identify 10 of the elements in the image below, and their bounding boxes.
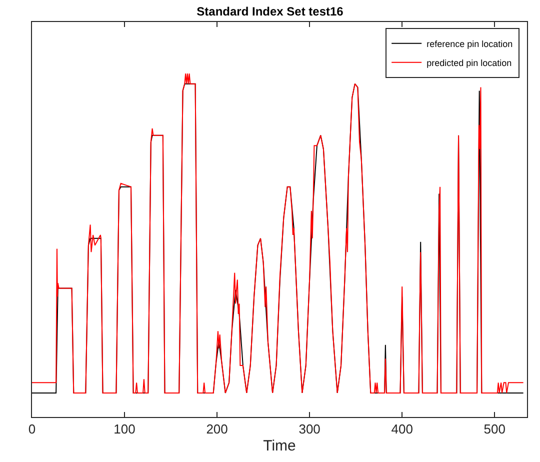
legend-label: predicted pin location [426, 58, 512, 68]
x-tick-label: 200 [206, 422, 228, 437]
x-tick-label: 0 [28, 422, 36, 437]
x-tick-label: 300 [298, 422, 320, 437]
legend-label: reference pin location [426, 38, 513, 49]
x-tick-label: 500 [484, 422, 506, 437]
chart-title: Standard Index Set test16 [196, 4, 344, 18]
x-tick-label: 400 [391, 422, 413, 437]
x-tick-label: 100 [114, 422, 136, 437]
x-axis-title: Time [263, 438, 296, 455]
